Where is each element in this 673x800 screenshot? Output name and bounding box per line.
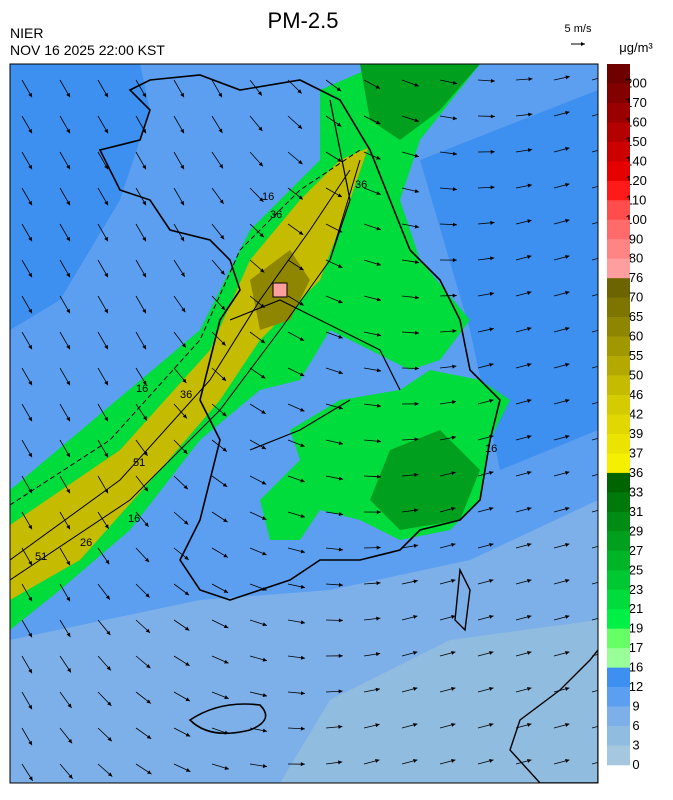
legend-swatch	[607, 356, 630, 376]
legend-swatch	[607, 453, 630, 473]
legend-swatch	[607, 590, 630, 610]
contour-label: 51	[133, 457, 145, 469]
contour-label: 16	[262, 191, 274, 203]
legend: 2001701601501401201101009080767065605550…	[607, 64, 647, 772]
wind-arrowhead	[603, 363, 607, 367]
wind-arrowhead	[603, 147, 607, 151]
legend-swatch	[607, 726, 630, 746]
legend-label: 39	[629, 426, 643, 441]
contour-label: 16	[128, 513, 140, 525]
unit: μg/m³	[619, 40, 653, 55]
legend-label: 23	[629, 582, 643, 597]
legend-label: 42	[629, 407, 643, 422]
title: PM-2.5	[268, 8, 339, 33]
legend-label: 29	[629, 523, 643, 538]
legend-label: 80	[629, 251, 643, 266]
legend-swatch	[607, 531, 630, 551]
wind-arrowhead	[603, 543, 607, 547]
legend-label: 37	[629, 445, 643, 460]
contour-label: 36	[355, 179, 367, 191]
legend-label: 33	[629, 484, 643, 499]
legend-swatch	[607, 415, 630, 435]
wind-arrowhead	[603, 183, 607, 187]
wind-arrowhead	[603, 723, 607, 727]
legend-swatch	[607, 278, 630, 298]
legend-label: 0	[632, 757, 639, 772]
wind-arrowhead	[603, 255, 607, 259]
map: 16 36 51 26 51 16 36 16 16 36	[10, 64, 607, 783]
legend-swatch	[607, 648, 630, 668]
wind-scale: 5 m/s	[565, 23, 592, 35]
wind-arrowhead	[603, 327, 607, 331]
wind-arrowhead	[603, 615, 607, 619]
legend-label: 27	[629, 543, 643, 558]
wind-arrowhead	[603, 291, 607, 295]
legend-swatch	[607, 551, 630, 571]
legend-swatch	[607, 434, 630, 454]
legend-label: 31	[629, 504, 643, 519]
legend-swatch	[607, 395, 630, 415]
wind-scale-arrowhead	[581, 42, 585, 46]
legend-swatch	[607, 668, 630, 688]
wind-arrowhead	[603, 399, 607, 403]
contour-label: 16	[485, 443, 497, 455]
legend-label: 70	[629, 290, 643, 305]
legend-label: 76	[629, 270, 643, 285]
wind-arrowhead	[603, 111, 607, 115]
contour-label: 26	[80, 537, 92, 549]
legend-label: 36	[629, 465, 643, 480]
wind-arrowhead	[603, 435, 607, 439]
legend-swatch	[607, 687, 630, 707]
legend-label: 25	[629, 562, 643, 577]
legend-label: 90	[629, 231, 643, 246]
wind-arrowhead	[603, 471, 607, 475]
wind-arrowhead	[603, 651, 607, 655]
contour-label: 51	[35, 551, 47, 563]
legend-label: 17	[629, 640, 643, 655]
agency: NIER	[10, 25, 43, 41]
legend-label: 9	[632, 699, 639, 714]
legend-swatch	[607, 609, 630, 629]
legend-swatch	[607, 629, 630, 649]
legend-label: 3	[632, 738, 639, 753]
legend-swatch	[607, 570, 630, 590]
legend-swatch	[607, 473, 630, 493]
wind-arrowhead	[603, 219, 607, 223]
wind-arrowhead	[603, 687, 607, 691]
wind-arrowhead	[603, 75, 607, 79]
legend-swatch	[607, 512, 630, 532]
legend-label: 21	[629, 601, 643, 616]
legend-swatch	[607, 298, 630, 318]
legend-label: 46	[629, 387, 643, 402]
legend-swatch	[607, 707, 630, 727]
legend-swatch	[607, 746, 630, 766]
legend-swatch	[607, 259, 630, 279]
legend-swatch	[607, 492, 630, 512]
wind-arrowhead	[603, 507, 607, 511]
legend-swatch	[607, 239, 630, 259]
pink-cell	[273, 283, 287, 297]
legend-label: 60	[629, 329, 643, 344]
legend-label: 19	[629, 621, 643, 636]
datetime: NOV 16 2025 22:00 KST	[10, 42, 165, 58]
legend-label: 12	[629, 679, 643, 694]
legend-swatch	[607, 220, 630, 240]
wind-arrowhead	[603, 759, 607, 763]
legend-label: 55	[629, 348, 643, 363]
contour-label: 36	[180, 389, 192, 401]
contour-label: 16	[136, 383, 148, 395]
legend-swatch	[607, 337, 630, 357]
legend-swatch	[607, 317, 630, 337]
legend-label: 50	[629, 368, 643, 383]
legend-label: 6	[632, 718, 639, 733]
legend-label: 16	[629, 660, 643, 675]
wind-arrowhead	[603, 579, 607, 583]
contour-label: 36	[270, 209, 282, 221]
legend-label: 65	[629, 309, 643, 324]
legend-swatch	[607, 376, 630, 396]
